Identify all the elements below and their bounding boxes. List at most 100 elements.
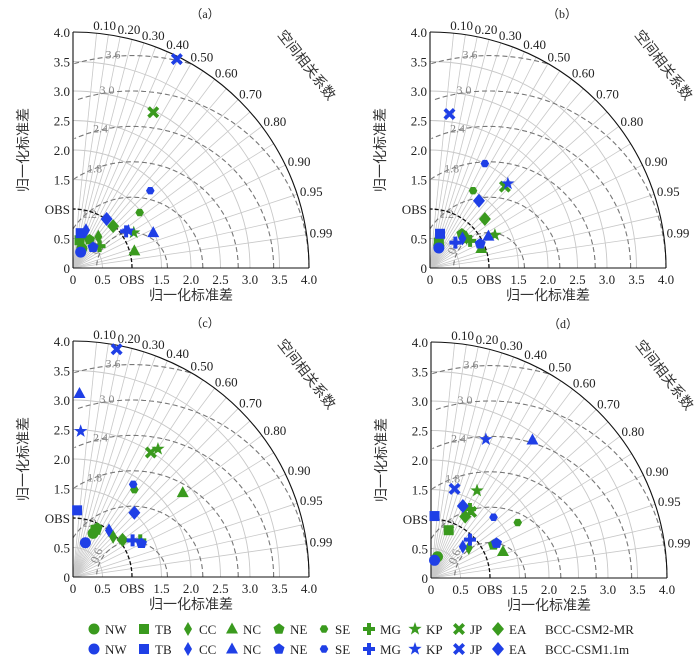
legend-item-NW: NW <box>88 642 127 657</box>
x-tick-label: 2.0 <box>541 582 557 597</box>
obs-arc <box>72 517 133 578</box>
legend-model-name: BCC-CSM2-MR <box>545 622 634 637</box>
x-axis-title: 归一化标准差 <box>149 596 233 613</box>
rms-contour-label: 3.0 <box>458 393 473 407</box>
correlation-axis-title: 空间相关系数 <box>274 337 338 413</box>
rms-contours <box>430 365 668 578</box>
data-point-NE <box>474 238 486 249</box>
diamond-icon <box>492 642 504 656</box>
legend-label: CC <box>199 622 216 637</box>
correlation-tick-label: 0.90 <box>288 154 311 169</box>
correlation-tick-label: 0.40 <box>166 346 189 361</box>
rms-contour <box>74 125 275 268</box>
rms-contour <box>432 435 633 578</box>
legend-label: NW <box>105 622 127 637</box>
outer-arc <box>430 341 668 579</box>
y-tick-label: 3.5 <box>412 365 428 380</box>
square-icon <box>139 624 149 634</box>
std-arc <box>429 120 578 269</box>
series-BCC-CSM2-MR <box>74 106 160 256</box>
series-BCC-CSM1.1m <box>75 53 183 258</box>
rms-contour-label: 3.6 <box>105 48 120 62</box>
x-tick-label: 3.0 <box>242 581 258 596</box>
legend-item-JP: JP <box>453 622 482 637</box>
rms-contour-label: 1.2 <box>439 207 454 221</box>
data-point-KP <box>121 223 136 237</box>
rms-contours <box>72 364 310 577</box>
data-point-KP <box>488 227 502 241</box>
correlation-tick-label: 0.10 <box>93 327 116 342</box>
legend-item-TB: TB <box>139 622 172 637</box>
rms-contour <box>432 400 668 578</box>
y-tick-label: OBS <box>402 202 427 217</box>
correlation-tick-label: 0.40 <box>524 347 547 362</box>
data-point-JP <box>448 482 461 495</box>
x-tick-label: 1.5 <box>510 272 526 287</box>
correlation-tick-label: 0.70 <box>596 86 619 101</box>
outer-arc <box>72 31 310 269</box>
rms-contour-label: 3.6 <box>462 48 477 62</box>
x-tick-label: 0.5 <box>452 582 468 597</box>
x-tick-label: 4.0 <box>659 582 675 597</box>
data-point-CC <box>104 523 113 538</box>
legend: NW TB CC NC NE SE MG KP JP EA BCC-CSM2-MR NW TB CC NC N… <box>88 622 634 657</box>
y-tick-label: 0 <box>422 571 429 586</box>
correlation-axis-title: 空间相关系数 <box>632 338 696 414</box>
correlation-tick-label: 0.80 <box>620 114 643 129</box>
y-tick-label: 3.0 <box>54 393 70 408</box>
y-tick-label: 4.0 <box>412 335 428 350</box>
y-tick-label: 2.0 <box>54 452 70 467</box>
x-tick-label: 2.5 <box>569 272 585 287</box>
rms-contour-label: 3.6 <box>105 357 120 371</box>
y-tick-label: 2.5 <box>411 114 427 129</box>
legend-item-SE: SE <box>319 642 350 657</box>
obs-arc <box>430 518 491 579</box>
pentagon-icon <box>273 623 285 634</box>
correlation-tick-label: 0.30 <box>500 338 523 353</box>
x-tick-label: 2.0 <box>540 272 556 287</box>
std-arc <box>430 459 550 579</box>
legend-label: JP <box>470 622 482 637</box>
y-tick-label: 1.5 <box>54 173 70 188</box>
std-arc <box>72 61 280 269</box>
correlation-tick-label: 0.90 <box>646 464 669 479</box>
data-point-SE <box>480 159 490 168</box>
correlation-tick-label: 0.40 <box>166 37 189 52</box>
x-tick-label: 4.0 <box>301 272 317 287</box>
correlation-tick-label: 0.10 <box>451 328 474 343</box>
legend-label: NE <box>290 622 307 637</box>
legend-label: TB <box>155 642 172 657</box>
data-point-JP <box>144 446 157 459</box>
correlation-tick-label: 0.20 <box>118 22 141 37</box>
std-arc <box>430 430 579 579</box>
x-tick-label: 1.5 <box>153 272 169 287</box>
legend-label: NC <box>243 642 261 657</box>
data-point-EA <box>107 219 120 234</box>
pentagon-icon <box>273 643 285 654</box>
rms-contour-label: 1.8 <box>444 161 459 175</box>
x-tick-label: 3.0 <box>242 272 258 287</box>
outer-arc <box>429 31 667 269</box>
data-point-SE <box>128 480 138 489</box>
y-tick-label: 0 <box>64 570 71 585</box>
y-tick-label: 0.5 <box>411 232 427 247</box>
plus-icon <box>363 623 375 635</box>
correlation-tick-label: 0.70 <box>239 395 262 410</box>
legend-label: NC <box>243 622 261 637</box>
x-tick-label: 2.0 <box>183 581 199 596</box>
rms-contours <box>72 55 310 268</box>
correlation-tick-label: 0.30 <box>499 28 522 43</box>
legend-label: SE <box>335 642 350 657</box>
x-tick-label: 0.5 <box>94 272 110 287</box>
data-point-JP <box>147 106 160 119</box>
data-point-NC <box>526 433 539 445</box>
correlation-tick-label: 0.40 <box>523 37 546 52</box>
correlation-tick-label: 0.20 <box>118 331 141 346</box>
x-axis-title: 归一化标准差 <box>507 597 591 614</box>
hexagon-icon <box>319 645 329 653</box>
triangle-icon <box>226 622 238 634</box>
x-cross-icon <box>453 623 465 635</box>
rms-contour-label: 2.4 <box>93 121 108 135</box>
data-point-JP <box>443 108 456 121</box>
legend-label: EA <box>509 622 527 637</box>
